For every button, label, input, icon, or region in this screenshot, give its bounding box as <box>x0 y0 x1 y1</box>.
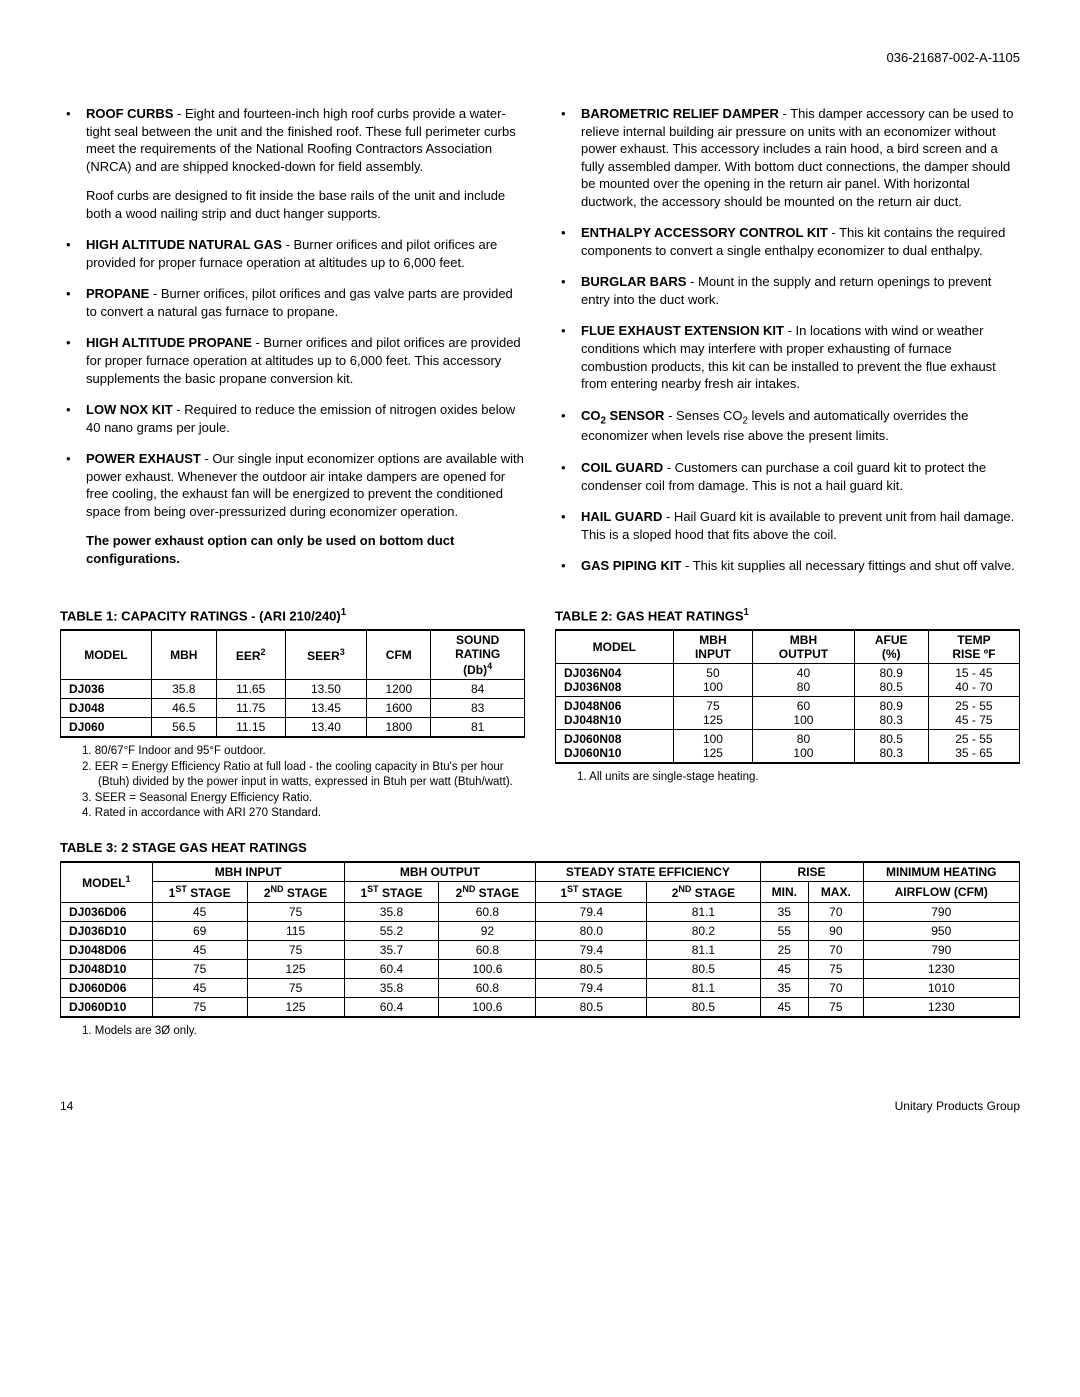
table2: MODELMBHINPUTMBHOUTPUTAFUE(%)TEMPRISE ºF… <box>555 629 1020 764</box>
left-bullet-list: ROOF CURBS - Eight and fourteen-inch hig… <box>60 105 525 567</box>
page-number: 14 <box>60 1099 73 1113</box>
table2-footnotes: 1. All units are single-stage heating. <box>555 770 1020 786</box>
doc-number: 036-21687-002-A-1105 <box>60 50 1020 65</box>
bullet-item: GAS PIPING KIT - This kit supplies all n… <box>555 557 1020 575</box>
bullet-item: BAROMETRIC RELIEF DAMPER - This damper a… <box>555 105 1020 210</box>
table1-footnotes: 1. 80/67°F Indoor and 95°F outdoor.2. EE… <box>60 744 525 822</box>
bullet-item: ROOF CURBS - Eight and fourteen-inch hig… <box>60 105 525 222</box>
table3-title: TABLE 3: 2 STAGE GAS HEAT RATINGS <box>60 840 1020 855</box>
bullet-item: BURGLAR BARS - Mount in the supply and r… <box>555 273 1020 308</box>
bullet-item: ENTHALPY ACCESSORY CONTROL KIT - This ki… <box>555 224 1020 259</box>
bullet-item: CO2 SENSOR - Senses CO2 levels and autom… <box>555 407 1020 445</box>
table3-footnotes: 1. Models are 3Ø only. <box>60 1024 1020 1040</box>
bullet-item: COIL GUARD - Customers can purchase a co… <box>555 459 1020 494</box>
bullet-item: HIGH ALTITUDE NATURAL GAS - Burner orifi… <box>60 236 525 271</box>
bullet-item: PROPANE - Burner orifices, pilot orifice… <box>60 285 525 320</box>
table1: MODELMBHEER2SEER3CFMSOUNDRATING(Db)4DJ03… <box>60 629 525 738</box>
tables-row: TABLE 1: CAPACITY RATINGS - (ARI 210/240… <box>60 589 1020 822</box>
page-footer: 14 Unitary Products Group <box>60 1099 1020 1113</box>
table2-title: TABLE 2: GAS HEAT RATINGS1 <box>555 607 1020 623</box>
bullet-item: FLUE EXHAUST EXTENSION KIT - In location… <box>555 322 1020 392</box>
bullet-item: HAIL GUARD - Hail Guard kit is available… <box>555 508 1020 543</box>
table1-title: TABLE 1: CAPACITY RATINGS - (ARI 210/240… <box>60 607 525 623</box>
footer-right: Unitary Products Group <box>895 1099 1020 1113</box>
bullet-item: POWER EXHAUST - Our single input economi… <box>60 450 525 567</box>
table3: MODEL1MBH INPUTMBH OUTPUTSTEADY STATE EF… <box>60 861 1020 1018</box>
right-bullet-list: BAROMETRIC RELIEF DAMPER - This damper a… <box>555 105 1020 575</box>
two-column-text: ROOF CURBS - Eight and fourteen-inch hig… <box>60 105 1020 589</box>
bullet-item: HIGH ALTITUDE PROPANE - Burner orifices … <box>60 334 525 387</box>
bullet-item: LOW NOX KIT - Required to reduce the emi… <box>60 401 525 436</box>
